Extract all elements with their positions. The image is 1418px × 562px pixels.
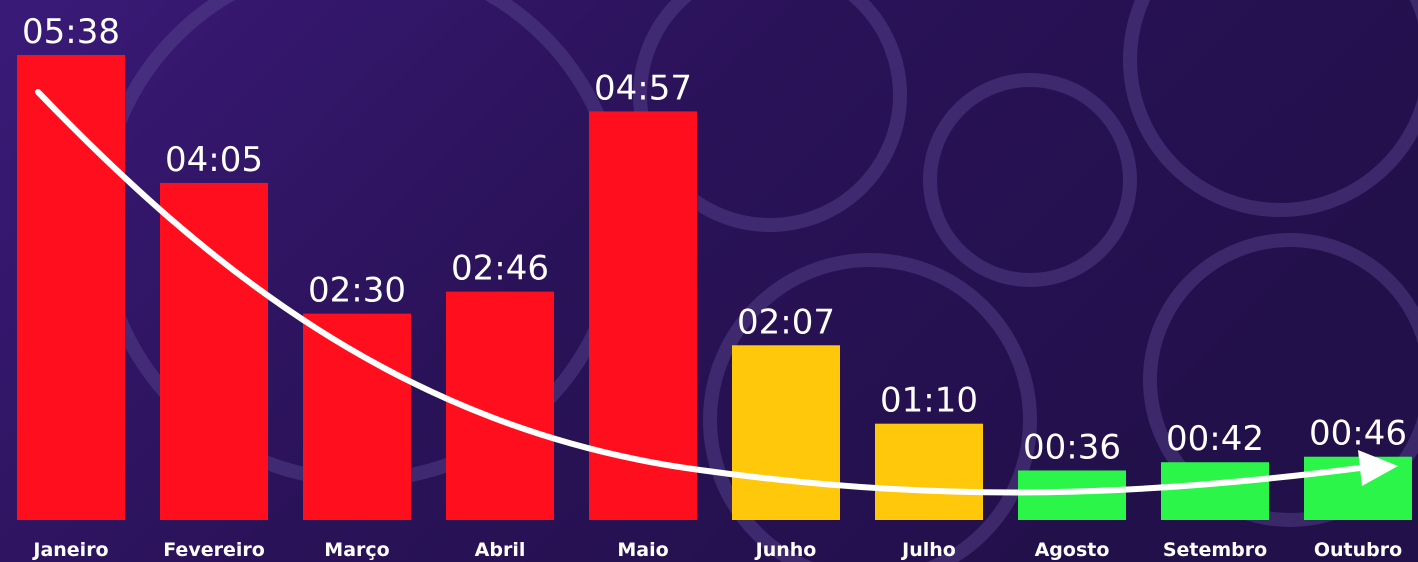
value-label: 02:30 <box>308 271 406 311</box>
value-label: 00:36 <box>1023 427 1121 467</box>
category-label: Abril <box>475 539 526 561</box>
bar <box>17 55 125 520</box>
trend-arrow <box>35 89 1363 496</box>
category-label: Junho <box>754 539 817 561</box>
value-label: 04:05 <box>165 140 263 180</box>
category-label: Julho <box>900 539 956 561</box>
bar <box>732 345 840 520</box>
category-label: Outubro <box>1314 539 1402 561</box>
category-label: Fevereiro <box>163 539 265 561</box>
bar <box>1161 462 1269 520</box>
bar <box>303 313 411 520</box>
value-label: 01:10 <box>880 381 978 421</box>
value-label: 02:07 <box>737 302 835 342</box>
value-label: 05:38 <box>22 12 120 52</box>
category-label: Agosto <box>1035 539 1110 561</box>
category-label: Janeiro <box>31 539 108 561</box>
arrow-head <box>1358 450 1398 486</box>
value-label: 00:42 <box>1166 419 1264 459</box>
value-label: 04:57 <box>594 68 692 108</box>
bar <box>160 182 268 520</box>
bar <box>875 423 983 520</box>
category-label: Março <box>324 539 389 561</box>
value-label: 02:46 <box>451 249 549 289</box>
category-label: Setembro <box>1163 539 1267 561</box>
value-label: 00:46 <box>1309 414 1407 454</box>
category-label: Maio <box>617 539 668 561</box>
